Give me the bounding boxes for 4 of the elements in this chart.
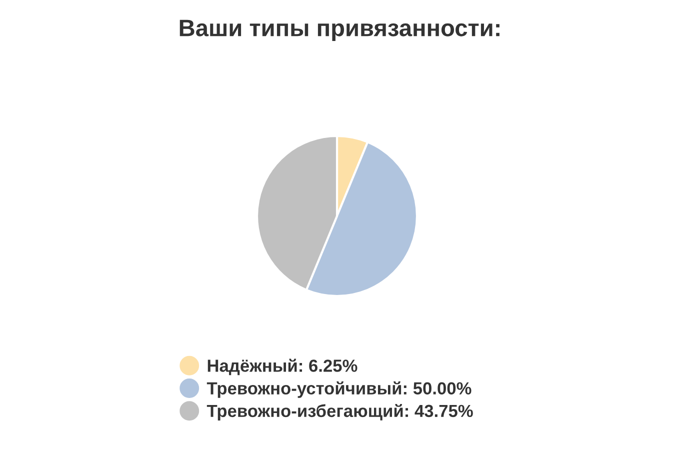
legend-label: Надёжный: 6.25% (208, 358, 358, 376)
legend-label: Тревожно-устойчивый: 50.00% (206, 381, 472, 398)
legend-label: Тревожно-избегающий: 43.75% (206, 404, 473, 421)
chart-title: Ваши типы привязанности: (180, 20, 500, 42)
